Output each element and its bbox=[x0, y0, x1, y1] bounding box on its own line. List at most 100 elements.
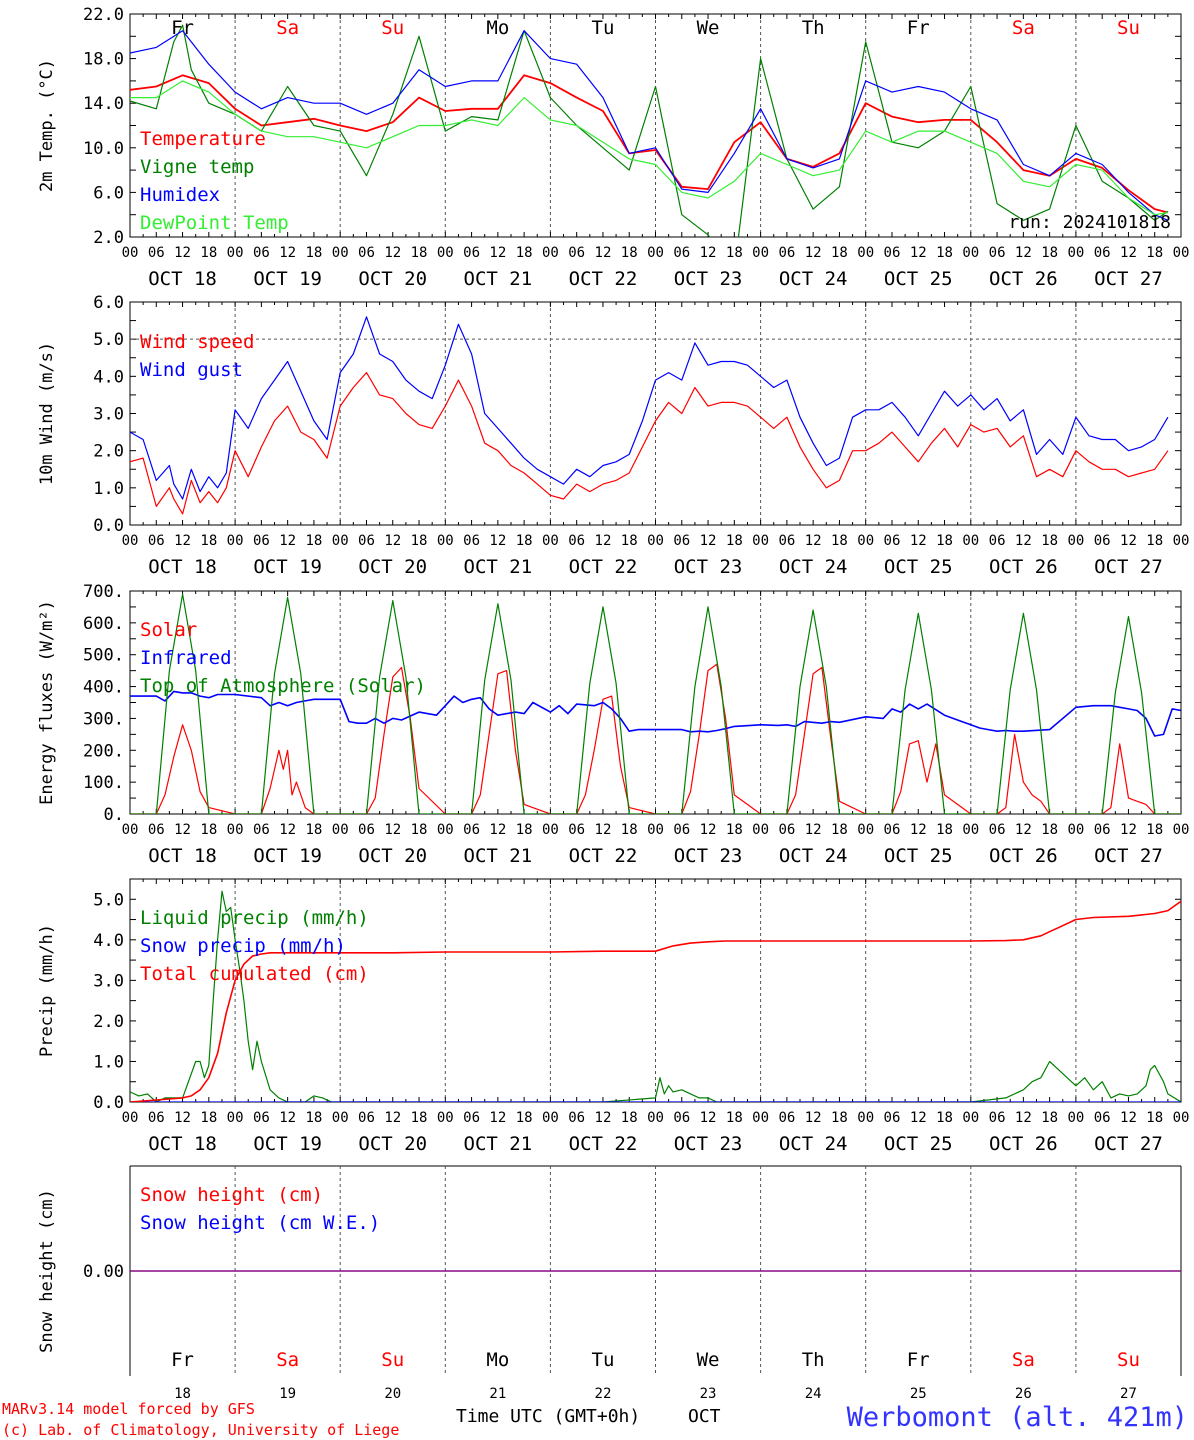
footer-model: MARv3.14 model forced by GFS bbox=[2, 1400, 255, 1418]
date-label: OCT 20 bbox=[358, 1133, 427, 1155]
y-tick-label: 6.0 bbox=[93, 293, 124, 313]
hour-tick-label: 18 bbox=[936, 822, 953, 838]
hour-tick-label: 18 bbox=[1041, 822, 1058, 838]
hour-tick-label: 06 bbox=[358, 1110, 375, 1126]
hour-tick-label: 00 bbox=[857, 533, 874, 549]
hour-tick-label: 00 bbox=[962, 533, 979, 549]
y-tick-label: 2.0 bbox=[93, 228, 124, 248]
hour-tick-label: 00 bbox=[1173, 245, 1190, 261]
series-group bbox=[130, 890, 1181, 1102]
hour-tick-label: 06 bbox=[148, 822, 165, 838]
hour-tick-label: 06 bbox=[1094, 533, 1111, 549]
hour-tick-label: 06 bbox=[884, 533, 901, 549]
hour-tick-label: 18 bbox=[831, 245, 848, 261]
y-tick-label: 300. bbox=[83, 709, 124, 729]
y-tick-label: 200. bbox=[83, 741, 124, 761]
hour-tick-label: 06 bbox=[989, 245, 1006, 261]
hour-tick-label: 00 bbox=[332, 245, 349, 261]
day-number: 27 bbox=[1120, 1386, 1137, 1402]
date-label: OCT 24 bbox=[779, 268, 848, 290]
y-axis-label: Energy fluxes (W/m²) bbox=[37, 600, 57, 805]
legend-entry: Top of Atmosphere (Solar) bbox=[140, 675, 426, 697]
date-label: OCT 23 bbox=[674, 268, 743, 290]
legend-entry: Humidex bbox=[140, 184, 220, 206]
day-name: Fr bbox=[907, 17, 930, 39]
y-tick-label: 5.0 bbox=[93, 890, 124, 910]
hour-tick-label: 00 bbox=[227, 245, 244, 261]
hour-tick-label: 12 bbox=[595, 245, 612, 261]
hour-tick-label: 06 bbox=[463, 822, 480, 838]
day-name: Sa bbox=[276, 17, 299, 39]
day-name: Tu bbox=[592, 1349, 615, 1371]
hour-tick-label: 18 bbox=[200, 533, 217, 549]
legend-entry: Vigne temp bbox=[140, 156, 254, 178]
hour-tick-label: 00 bbox=[1067, 822, 1084, 838]
hour-tick-label: 06 bbox=[673, 533, 690, 549]
y-tick-label: 4.0 bbox=[93, 931, 124, 951]
y-tick-label: 6.0 bbox=[93, 183, 124, 203]
y-tick-label: 2.0 bbox=[93, 1012, 124, 1032]
date-label: OCT 26 bbox=[989, 845, 1058, 867]
hour-tick-label: 12 bbox=[489, 1110, 506, 1126]
date-label: OCT 23 bbox=[674, 556, 743, 578]
y-tick-label: 0.00 bbox=[83, 1262, 124, 1282]
hour-tick-label: 06 bbox=[253, 822, 270, 838]
hour-tick-label: 18 bbox=[411, 245, 428, 261]
y-tick-label: 400. bbox=[83, 678, 124, 698]
hour-tick-label: 06 bbox=[568, 245, 585, 261]
date-label: OCT 22 bbox=[569, 845, 638, 867]
hour-tick-label: 12 bbox=[1120, 533, 1137, 549]
hour-tick-label: 12 bbox=[1015, 1110, 1032, 1126]
hour-tick-label: 00 bbox=[647, 245, 664, 261]
hour-tick-label: 06 bbox=[148, 1110, 165, 1126]
hour-tick-label: 12 bbox=[174, 822, 191, 838]
hour-tick-label: 00 bbox=[647, 822, 664, 838]
date-label: OCT 22 bbox=[569, 556, 638, 578]
day-name: Sa bbox=[1012, 1349, 1035, 1371]
hour-tick-label: 12 bbox=[595, 533, 612, 549]
hour-tick-label: 18 bbox=[411, 822, 428, 838]
series-line-2 bbox=[130, 900, 1181, 1102]
y-axis-label: Snow height (cm) bbox=[37, 1189, 57, 1353]
panel-1: 2.0 6.0 10.0 14.0 18.0 22.0 2m Temp. (°C) Tempe… bbox=[37, 5, 1189, 290]
panel-2: 0.0 1.0 2.0 3.0 4.0 5.0 6.0 10m Wind (m/s) Wind … bbox=[37, 293, 1189, 578]
date-label: OCT 26 bbox=[989, 556, 1058, 578]
hour-tick-label: 00 bbox=[437, 1110, 454, 1126]
day-number: 19 bbox=[279, 1386, 296, 1402]
legend-entry: Temperature bbox=[140, 128, 266, 150]
hour-tick-label: 00 bbox=[437, 245, 454, 261]
hour-tick-label: 06 bbox=[253, 1110, 270, 1126]
series-line-3 bbox=[130, 80, 1168, 216]
y-tick-label: 700. bbox=[83, 582, 124, 602]
hour-tick-label: 00 bbox=[227, 533, 244, 549]
y-tick-label: 14.0 bbox=[83, 94, 124, 114]
hour-tick-label: 18 bbox=[621, 245, 638, 261]
plot-frame bbox=[129, 301, 1182, 526]
hour-tick-label: 18 bbox=[1146, 533, 1163, 549]
hour-tick-label: 06 bbox=[358, 533, 375, 549]
date-label: OCT 19 bbox=[253, 268, 322, 290]
day-name: Mo bbox=[486, 1349, 509, 1371]
hour-tick-label: 12 bbox=[700, 1110, 717, 1126]
hour-tick-label: 06 bbox=[673, 822, 690, 838]
hour-tick-label: 18 bbox=[936, 245, 953, 261]
hour-tick-label: 06 bbox=[778, 245, 795, 261]
hour-tick-label: 12 bbox=[700, 245, 717, 261]
panel-5: 0.00 Snow height (cm) Snow height (cm) Snow… bbox=[37, 1165, 1182, 1402]
hour-tick-label: 18 bbox=[200, 245, 217, 261]
y-tick-label: 0. bbox=[104, 805, 124, 825]
hour-tick-label: 18 bbox=[936, 1110, 953, 1126]
hour-tick-label: 18 bbox=[1041, 533, 1058, 549]
series-group bbox=[130, 24, 1169, 237]
hour-tick-label: 00 bbox=[542, 533, 559, 549]
hour-tick-label: 12 bbox=[595, 822, 612, 838]
date-label: OCT 22 bbox=[569, 268, 638, 290]
hour-tick-label: 12 bbox=[279, 1110, 296, 1126]
hour-tick-label: 12 bbox=[805, 533, 822, 549]
y-axis-label: 2m Temp. (°C) bbox=[37, 59, 57, 192]
hour-tick-label: 12 bbox=[384, 822, 401, 838]
hour-tick-label: 18 bbox=[1146, 245, 1163, 261]
hour-tick-label: 12 bbox=[1120, 1110, 1137, 1126]
y-tick-label: 18.0 bbox=[83, 50, 124, 70]
hour-tick-label: 00 bbox=[752, 245, 769, 261]
